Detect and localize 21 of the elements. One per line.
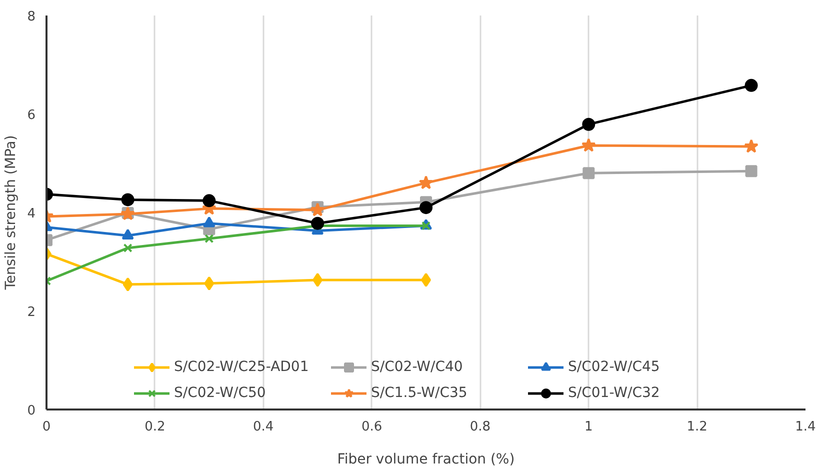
legend-label: S/C02-W/C45 xyxy=(568,359,661,375)
x-tick-label: 1 xyxy=(584,420,593,434)
x-tick-label: 0.8 xyxy=(470,420,491,434)
legend-label: S/C02-W/C25-AD01 xyxy=(174,359,310,375)
x-tick-label: 0.6 xyxy=(361,420,382,434)
legend-label: S/C02-W/C40 xyxy=(371,359,464,375)
y-axis-title: Tensile strength (MPa) xyxy=(3,135,20,291)
y-tick-label: 8 xyxy=(27,10,36,24)
y-tick-label: 2 xyxy=(27,305,36,320)
x-tick-label: 1.2 xyxy=(686,420,708,434)
y-tick-label: 4 xyxy=(27,206,36,222)
x-axis-title: Fiber volume fraction (%) xyxy=(337,452,515,468)
x-tick-label: 0.2 xyxy=(144,420,166,434)
x-tick-label: 0.4 xyxy=(253,420,274,434)
x-tick-label: 1.4 xyxy=(795,420,816,434)
legend-label: S/C1.5-W/C35 xyxy=(371,385,468,401)
x-tick-label: 0 xyxy=(42,420,51,434)
legend-label: S/C01-W/C32 xyxy=(568,385,661,401)
y-tick-label: 0 xyxy=(27,404,36,418)
y-tick-label: 6 xyxy=(27,108,36,123)
legend-label: S/C02-W/C50 xyxy=(174,385,267,401)
